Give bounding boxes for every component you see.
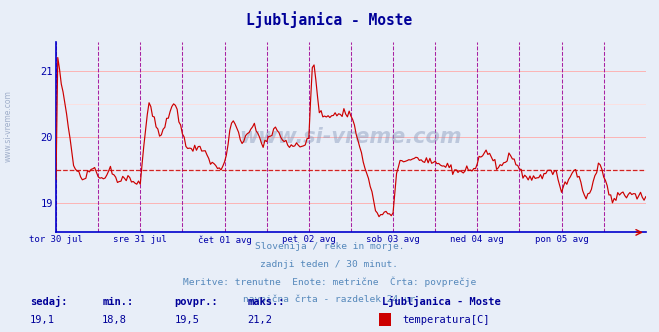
Text: Ljubljanica - Moste: Ljubljanica - Moste — [382, 296, 501, 307]
Text: zadnji teden / 30 minut.: zadnji teden / 30 minut. — [260, 260, 399, 269]
Text: navpična črta - razdelek 24 ur: navpična črta - razdelek 24 ur — [243, 294, 416, 304]
Text: povpr.:: povpr.: — [175, 297, 218, 307]
Text: 21,2: 21,2 — [247, 315, 272, 325]
Text: www.si-vreme.com: www.si-vreme.com — [240, 127, 462, 147]
Text: sedaj:: sedaj: — [30, 296, 67, 307]
Text: min.:: min.: — [102, 297, 133, 307]
Text: maks.:: maks.: — [247, 297, 285, 307]
Text: temperatura[C]: temperatura[C] — [402, 315, 490, 325]
Text: www.si-vreme.com: www.si-vreme.com — [3, 90, 13, 162]
Text: Slovenija / reke in morje.: Slovenija / reke in morje. — [255, 242, 404, 251]
Text: 19,1: 19,1 — [30, 315, 55, 325]
Text: 19,5: 19,5 — [175, 315, 200, 325]
Text: Ljubljanica - Moste: Ljubljanica - Moste — [246, 12, 413, 29]
Text: Meritve: trenutne  Enote: metrične  Črta: povprečje: Meritve: trenutne Enote: metrične Črta: … — [183, 277, 476, 288]
Text: 18,8: 18,8 — [102, 315, 127, 325]
